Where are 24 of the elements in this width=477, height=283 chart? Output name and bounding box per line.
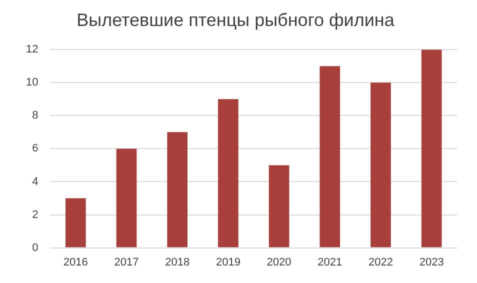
y-tick-label: 2 (32, 208, 38, 221)
x-tick-label: 2019 (216, 256, 240, 268)
bar (167, 132, 188, 248)
bar (218, 99, 238, 248)
x-tick-label: 2018 (165, 256, 190, 268)
y-tick-label: 0 (32, 242, 38, 254)
bar (268, 165, 290, 248)
x-tick-label: 2023 (419, 256, 444, 268)
y-tick-label: 10 (26, 76, 38, 89)
chart-title: Вылетевшие птенцы рыбного филина (76, 10, 396, 30)
y-tick-label: 6 (32, 142, 38, 155)
bar (65, 198, 86, 248)
bar (320, 66, 340, 248)
bar (421, 50, 442, 248)
x-tick-label: 2022 (368, 256, 393, 268)
y-tick-label: 12 (26, 44, 38, 56)
bar (370, 82, 391, 248)
y-tick-label: 4 (32, 176, 38, 188)
x-tick-label: 2016 (63, 256, 88, 268)
x-tick-label: 2021 (318, 256, 342, 268)
x-tick-label: 2017 (114, 256, 139, 268)
x-tick-label: 2020 (266, 256, 292, 268)
bar (116, 148, 137, 248)
y-tick-label: 8 (32, 110, 38, 122)
